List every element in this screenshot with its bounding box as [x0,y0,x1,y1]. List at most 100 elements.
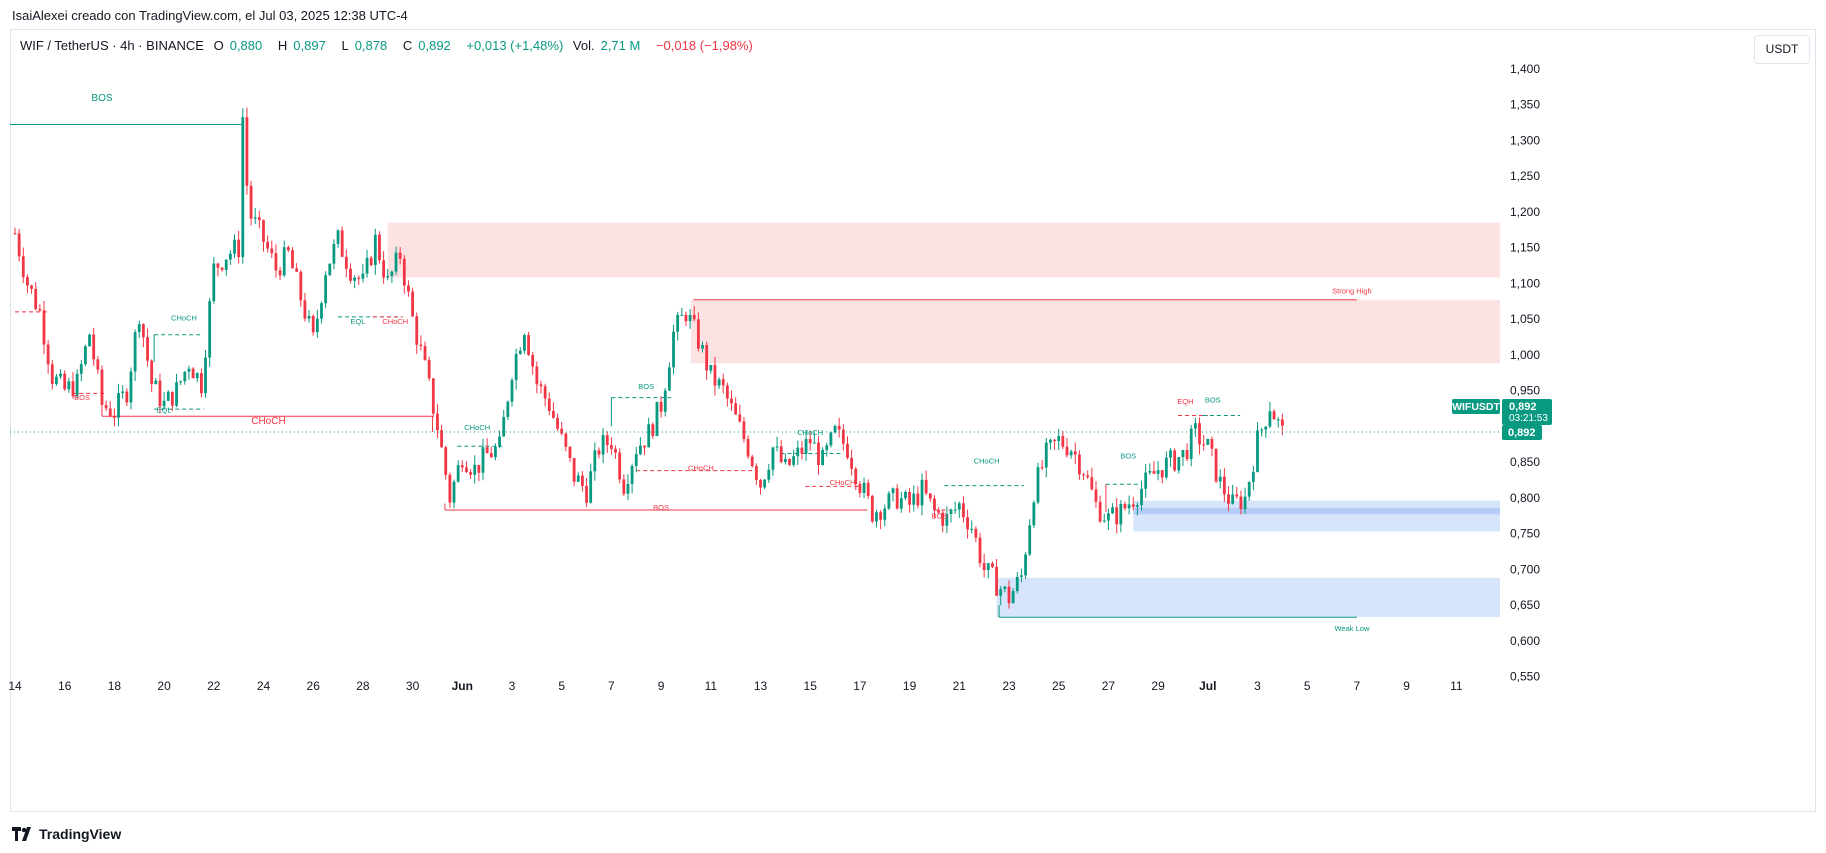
x-tick-label: 20 [157,679,171,693]
candle-body [1260,429,1264,431]
candle-body [986,563,990,571]
candle-body [883,508,887,520]
candle-body [651,424,655,436]
candle-body [303,300,307,319]
candle-body [634,454,638,466]
candle-body [788,458,791,465]
candle-body [291,250,294,269]
candle-body [365,257,369,274]
candle-body [266,241,270,249]
candle-body [684,314,688,322]
candle-body [696,319,700,349]
candle-body [79,364,83,374]
candle-body [995,566,998,596]
candle-body [924,479,928,494]
candle-body [701,344,704,349]
candle-body [378,234,381,261]
candle-body [1102,520,1106,522]
candle-body [42,310,46,345]
candle-body [899,498,903,509]
candle-body [494,446,497,458]
candle-body [274,253,278,271]
candle-body [278,270,282,276]
supply-zone-upper [387,222,1500,278]
candle-body [705,344,709,371]
candle-body [750,456,754,467]
candle-body [581,475,584,486]
candle-body [759,479,762,488]
candle-body [1169,450,1172,458]
candle-body [904,492,907,499]
x-tick-label: 18 [108,679,122,693]
candle-body [386,276,390,278]
candle-body [688,314,692,322]
symbol-label[interactable]: WIF / TetherUS · 4h · BINANCE [20,38,204,53]
y-tick-label: 1,250 [1510,169,1540,183]
y-tick-label: 1,200 [1510,205,1540,219]
candle-body [638,445,642,455]
currency-button[interactable]: USDT [1754,35,1810,64]
candle-body [311,315,315,333]
candle-body [692,314,696,320]
candle-body [1053,439,1056,441]
change-value: +0,013 (+1,48%) [466,38,564,53]
candle-body [1073,451,1077,455]
candle-body [349,268,352,281]
candle-body [46,344,50,365]
candle-body [920,479,924,506]
annotation-labels-layer: BOS BOS EQL CHoCH CHoCH EQL CHoCH CHoCH BOS CHoCH… [74,93,1372,633]
x-tick-label: 27 [1102,679,1116,693]
candle-body [502,416,506,437]
candle-body [1173,450,1177,471]
candle-body [411,291,414,317]
candle-body [539,384,543,387]
annotation-label-bos: BOS [638,382,654,391]
candle-body [183,371,187,382]
candle-body [423,346,427,360]
annotation-label-eql: EQL [350,317,365,326]
candle-body [841,429,845,444]
candle-body [746,438,750,457]
candle-body [481,447,485,473]
candle-body [928,493,932,499]
candle-body [1189,428,1193,460]
candle-body [721,379,725,386]
y-tick-label: 0,750 [1510,527,1540,541]
candle-body [667,367,671,391]
candle-body [1090,477,1094,490]
x-tick-label: 3 [1254,679,1261,693]
symbol-tag-text: WIFUSDT [1452,401,1500,413]
annotation-label-choch: CHoCH [464,423,490,432]
candle-body [1003,586,1007,590]
candle-body [1227,494,1230,504]
candle-body [966,517,969,530]
candle-body [808,439,812,444]
candle-body [725,385,729,399]
candle-body [315,318,319,333]
candle-body [568,446,572,458]
x-tick-label: Jun [452,679,473,693]
x-tick-label: 14 [8,679,22,693]
candle-body [953,509,957,511]
candle-body [962,503,965,518]
x-tick-label: 22 [207,679,221,693]
annotation-label-eqh: EQH [1177,397,1193,406]
tradingview-logo-icon [12,827,34,841]
tradingview-logo[interactable]: TradingView [12,826,121,842]
annotation-label-bos: BOS [91,93,112,104]
y-tick-label: 0,700 [1510,562,1540,576]
candle-body [34,288,38,309]
candle-body [908,492,911,505]
candle-body [212,263,216,302]
x-tick-label: 7 [608,679,615,693]
candle-body [680,314,684,316]
candle-body [767,469,771,480]
candle-body [933,498,936,511]
candle-body [866,482,870,496]
candle-body [676,314,680,332]
candle-body [1152,471,1156,474]
candle-body [647,424,651,448]
candle-body [510,380,514,402]
candle-body [55,376,58,385]
